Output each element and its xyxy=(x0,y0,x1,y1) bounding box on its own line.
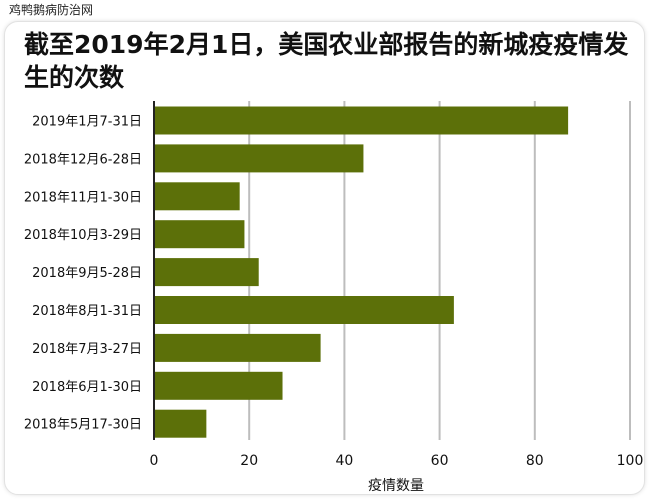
category-label: 2018年9月5-28日 xyxy=(32,266,142,281)
bar xyxy=(154,409,207,438)
bar xyxy=(154,333,321,362)
category-label: 2018年11月1-30日 xyxy=(24,190,142,205)
x-tick-label: 100 xyxy=(617,453,644,469)
category-label: 2018年10月3-29日 xyxy=(24,228,142,243)
category-label: 2019年1月7-31日 xyxy=(32,115,142,130)
category-label: 2018年8月1-31日 xyxy=(32,304,142,319)
category-label: 2018年5月17-30日 xyxy=(24,418,142,433)
chart-title: 截至2019年2月1日，美国农业部报告的新城疫疫情发生的次数 xyxy=(24,30,629,92)
bar xyxy=(154,371,283,400)
bar xyxy=(154,220,245,249)
x-tick-label: 40 xyxy=(335,453,353,469)
x-tick-label: 20 xyxy=(240,453,258,469)
x-tick-label: 0 xyxy=(150,453,159,469)
bar xyxy=(154,258,259,287)
category-label: 2018年6月1-30日 xyxy=(32,380,142,395)
x-tick-label: 60 xyxy=(431,453,449,469)
category-label: 2018年12月6-28日 xyxy=(24,152,142,167)
site-watermark: 鸡鸭鹅病防治网 xyxy=(9,3,94,17)
category-label: 2018年7月3-27日 xyxy=(32,342,142,357)
x-axis-title: 疫情数量 xyxy=(368,478,424,494)
x-tick-label: 80 xyxy=(526,453,544,469)
bar xyxy=(154,106,569,135)
bar xyxy=(154,144,364,173)
bar xyxy=(154,182,240,211)
chart-card xyxy=(4,21,645,495)
bar xyxy=(154,296,454,324)
